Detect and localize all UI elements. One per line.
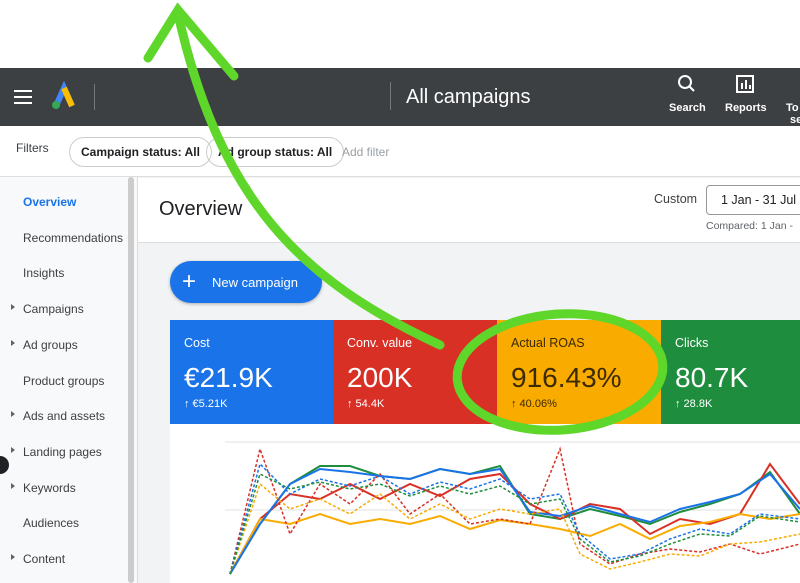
range-label: Custom: [654, 192, 698, 206]
nav-item[interactable]: Landing pages: [23, 444, 102, 459]
date-range[interactable]: 1 Jan - 31 Jul: [706, 185, 800, 215]
tools-button-line2: se: [790, 114, 800, 126]
expand-icon: [11, 304, 15, 311]
plus-icon: +: [182, 268, 197, 295]
filter-chip[interactable]: Ad group status: All: [206, 137, 345, 167]
add-filter[interactable]: Add filter: [342, 145, 390, 159]
nav-item[interactable]: Keywords: [23, 480, 76, 495]
expand-icon: [11, 446, 15, 453]
scroll-button[interactable]: [0, 456, 9, 474]
divider: [390, 82, 391, 110]
expand-icon: [11, 411, 15, 418]
overview-title: Overview: [159, 198, 243, 220]
scrollbar: [128, 177, 134, 583]
metric-card[interactable]: Cost €21.9K ↑ €5.21K: [170, 320, 334, 424]
reports-button[interactable]: Reports: [725, 102, 767, 114]
metric-label: Conv. value: [347, 336, 413, 350]
search-button[interactable]: Search: [669, 102, 706, 114]
metric-label: Actual ROAS: [511, 336, 585, 350]
metric-value: 200K: [347, 362, 413, 393]
nav-item[interactable]: Ad groups: [23, 337, 78, 352]
metric-delta: ↑ 40.06%: [511, 398, 557, 410]
arrow-head: [143, 2, 239, 81]
compared-range: Compared: 1 Jan -: [706, 220, 793, 232]
logo: [14, 80, 95, 110]
filters-label: Filters: [16, 141, 49, 155]
trend-chart: [225, 441, 800, 575]
new-campaign-button[interactable]: [170, 261, 322, 303]
nav-item[interactable]: Content: [23, 552, 66, 566]
expand-icon: [11, 482, 15, 489]
metric-delta: ↑ 28.8K: [675, 398, 713, 410]
metric-label: Clicks: [675, 336, 709, 350]
metric-delta: ↑ €5.21K: [184, 398, 228, 410]
nav-item[interactable]: Campaigns: [23, 302, 84, 317]
sidebar: Overview Recommendations Insights Campaigns…: [0, 177, 138, 583]
nav-item[interactable]: Ads and assets: [23, 409, 106, 424]
expand-icon: [11, 339, 15, 346]
top-bar: All campaigns Search Reports To se: [0, 68, 800, 126]
metric-value: €21.9K: [184, 362, 273, 393]
metric-label: Cost: [184, 336, 210, 350]
metric-value: 916.43%: [511, 362, 622, 393]
annotation-arrow: [173, 9, 445, 350]
divider: [0, 176, 800, 177]
nav-item[interactable]: Insights: [23, 266, 65, 281]
nav-item[interactable]: Product groups: [23, 373, 105, 388]
header-icons: [678, 75, 754, 93]
nav-item[interactable]: Audiences: [23, 516, 80, 531]
tools-button[interactable]: To: [786, 102, 799, 114]
expand-icon: [11, 554, 15, 560]
new-campaign-label: New campaign: [212, 275, 298, 290]
metric-delta: ↑ 54.4K: [347, 398, 385, 410]
metric-value: 80.7K: [675, 362, 749, 393]
metric-card[interactable]: Clicks 80.7K ↑ 28.8K: [661, 320, 800, 424]
highlight-circle: [452, 309, 668, 435]
nav-item[interactable]: Recommendations: [23, 230, 124, 245]
page-title: All campaigns: [406, 86, 531, 108]
nav-item[interactable]: Overview: [23, 195, 77, 209]
